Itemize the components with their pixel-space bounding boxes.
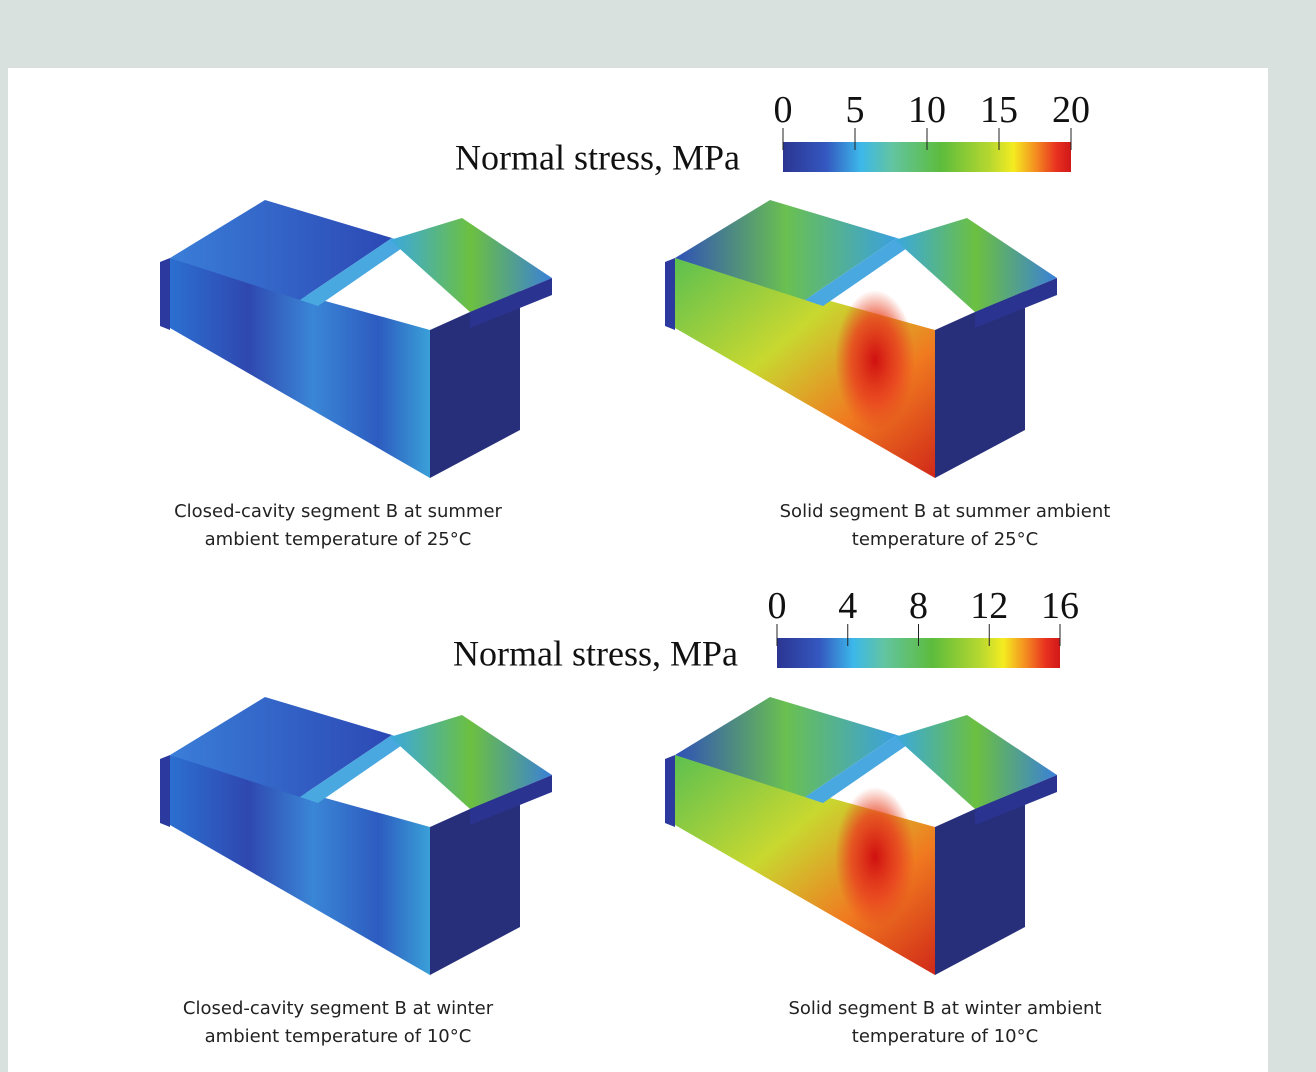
legend-title: Normal stress, MPa [455, 137, 740, 177]
tick-label: 4 [838, 585, 857, 627]
tick-label: 0 [768, 585, 787, 627]
caption: Closed-cavity segment B at summer [174, 501, 502, 522]
caption: ambient temperature of 10°C [205, 1026, 472, 1047]
caption: ambient temperature of 25°C [205, 529, 472, 550]
figure: Normal stress, MPa 0 5 10 15 20 Normal stress,… [0, 0, 1316, 1072]
tick-label: 8 [909, 585, 928, 627]
caption: Solid segment B at winter ambient [788, 998, 1101, 1019]
tick-label: 10 [908, 89, 946, 131]
tick-label: 20 [1052, 89, 1090, 131]
tick-label: 5 [846, 89, 865, 131]
panel-background [8, 68, 1268, 1072]
caption: temperature of 25°C [852, 529, 1038, 550]
legend-title: Normal stress, MPa [453, 633, 738, 673]
caption: Closed-cavity segment B at winter [183, 998, 494, 1019]
tick-label: 0 [774, 89, 793, 131]
caption: temperature of 10°C [852, 1026, 1038, 1047]
tick-label: 15 [980, 89, 1018, 131]
caption: Solid segment B at summer ambient [780, 501, 1111, 522]
tick-label: 12 [970, 585, 1008, 627]
tick-label: 16 [1041, 585, 1079, 627]
